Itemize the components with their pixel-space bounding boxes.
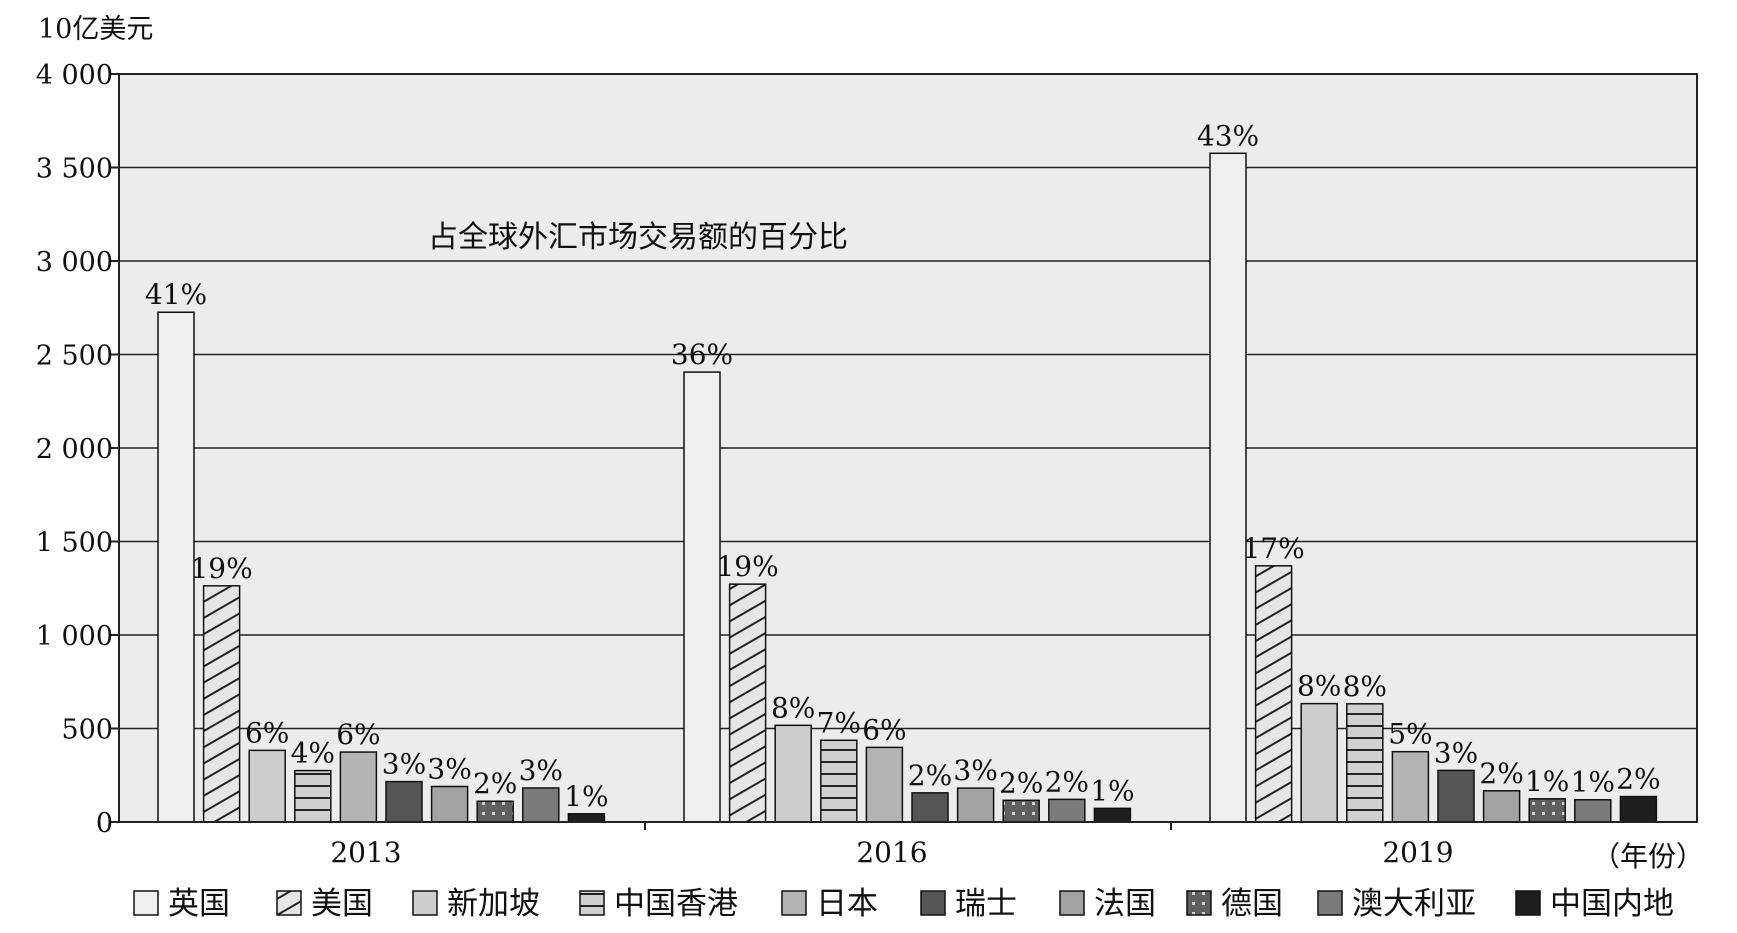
y-tick-label: 2 000: [36, 434, 113, 465]
bar-中国内地-2019: [1620, 797, 1656, 822]
bar-日本-2016: [866, 747, 902, 822]
percent-label: 2%: [1045, 765, 1089, 798]
x-tick-label: 2016: [856, 836, 927, 869]
percent-label: 3%: [382, 748, 426, 781]
percent-annotation: 占全球外汇市场交易额的百分比: [428, 220, 848, 255]
bar-美国-2019: [1256, 566, 1292, 822]
bar-德国-2016: [1003, 800, 1039, 822]
percent-label: 36%: [671, 338, 733, 371]
legend-label: 英国: [168, 886, 230, 922]
bar-英国-2016: [684, 372, 720, 822]
percent-label: 2%: [1616, 763, 1660, 796]
legend-swatch: [1187, 891, 1211, 915]
legend-label: 中国内地: [1550, 886, 1674, 922]
legend-swatch: [277, 891, 301, 915]
legend-label: 美国: [311, 886, 373, 922]
bar-美国-2016: [730, 584, 766, 822]
legend-label: 新加坡: [447, 886, 540, 922]
percent-label: 2%: [999, 766, 1043, 799]
y-tick-label: 0: [96, 808, 113, 839]
percent-label: 19%: [716, 550, 778, 583]
bar-法国-2016: [958, 788, 994, 822]
percent-label: 1%: [1090, 774, 1134, 807]
bar-瑞士-2013: [386, 782, 422, 822]
legend-label: 瑞士: [955, 886, 1017, 922]
y-tick-label: 1 500: [36, 528, 113, 559]
percent-label: 3%: [953, 754, 997, 787]
y-tick-label: 500: [61, 715, 113, 746]
percent-label: 8%: [1343, 670, 1387, 703]
percent-label: 1%: [1525, 765, 1569, 798]
x-tick-label: 2019: [1382, 836, 1453, 869]
legend-label: 德国: [1221, 886, 1283, 922]
legend-swatch: [1318, 891, 1342, 915]
y-axis-unit-label: 10亿美元: [38, 14, 153, 45]
legend-swatch: [782, 891, 806, 915]
bar-中国内地-2013: [568, 814, 604, 822]
legend: 英国 美国 新加坡 中国香港 日本 瑞士 法国 德国 澳大利亚 中国内地: [134, 886, 1674, 922]
bar-澳大利亚-2019: [1575, 800, 1611, 822]
bar-新加坡-2016: [775, 725, 811, 822]
percent-label: 8%: [1297, 670, 1341, 703]
bar-法国-2019: [1484, 791, 1520, 822]
percent-label: 8%: [771, 691, 815, 724]
bar-中国香港-2013: [295, 771, 331, 822]
percent-label: 3%: [1434, 736, 1478, 769]
bar-英国-2019: [1210, 153, 1246, 822]
y-tick-label: 2 500: [36, 341, 113, 372]
bar-中国内地-2016: [1094, 808, 1130, 822]
legend-swatch: [921, 891, 945, 915]
legend-swatch: [1060, 891, 1084, 915]
percent-label: 3%: [427, 752, 471, 785]
percent-label: 17%: [1242, 532, 1304, 565]
percent-label: 19%: [190, 552, 252, 585]
y-tick-label: 4 000: [36, 60, 113, 91]
legend-label: 澳大利亚: [1352, 886, 1476, 922]
bar-美国-2013: [204, 586, 240, 822]
percent-label: 2%: [1479, 757, 1523, 790]
legend-swatch: [134, 891, 158, 915]
percent-label: 1%: [1571, 766, 1615, 799]
x-axis-ticks: 2013 2016 2019: [330, 822, 1453, 869]
legend-label: 日本: [816, 886, 878, 922]
bar-法国-2013: [432, 786, 468, 822]
percent-label: 2%: [473, 767, 517, 800]
y-tick-label: 1 000: [36, 621, 113, 652]
y-axis-ticks: 0 500 1 000 1 500 2 000 2 500 3 000 3 500 4 000: [36, 60, 119, 839]
bar-日本-2013: [340, 752, 376, 822]
percent-label: 1%: [564, 780, 608, 813]
legend-swatch: [1516, 891, 1540, 915]
bar-澳大利亚-2016: [1049, 799, 1085, 822]
percent-label: 6%: [862, 713, 906, 746]
legend-label: 法国: [1094, 886, 1156, 922]
percent-label: 6%: [245, 716, 289, 749]
legend-label: 中国香港: [614, 886, 738, 922]
bar-瑞士-2016: [912, 793, 948, 822]
percent-label: 43%: [1197, 119, 1259, 152]
x-tick-label: 2013: [330, 836, 401, 869]
percent-label: 41%: [145, 278, 207, 311]
bar-新加坡-2019: [1301, 704, 1337, 822]
percent-label: 6%: [336, 718, 380, 751]
x-axis-unit-label: （年份）: [1592, 840, 1704, 873]
bar-德国-2013: [477, 801, 513, 822]
bar-德国-2019: [1529, 799, 1565, 822]
y-tick-label: 3 000: [36, 247, 113, 278]
legend-swatch: [580, 891, 604, 915]
percent-label: 7%: [817, 706, 861, 739]
bar-日本-2019: [1392, 752, 1428, 822]
bar-澳大利亚-2013: [523, 788, 559, 822]
bar-瑞士-2019: [1438, 770, 1474, 822]
percent-label: 3%: [519, 754, 563, 787]
bar-中国香港-2019: [1347, 704, 1383, 822]
percent-label: 4%: [291, 737, 335, 770]
percent-label: 5%: [1388, 718, 1432, 751]
bar-新加坡-2013: [249, 750, 285, 822]
y-tick-label: 3 500: [36, 154, 113, 185]
bar-英国-2013: [158, 312, 194, 822]
percent-label: 2%: [908, 759, 952, 792]
bar-中国香港-2016: [821, 740, 857, 822]
legend-swatch: [413, 891, 437, 915]
